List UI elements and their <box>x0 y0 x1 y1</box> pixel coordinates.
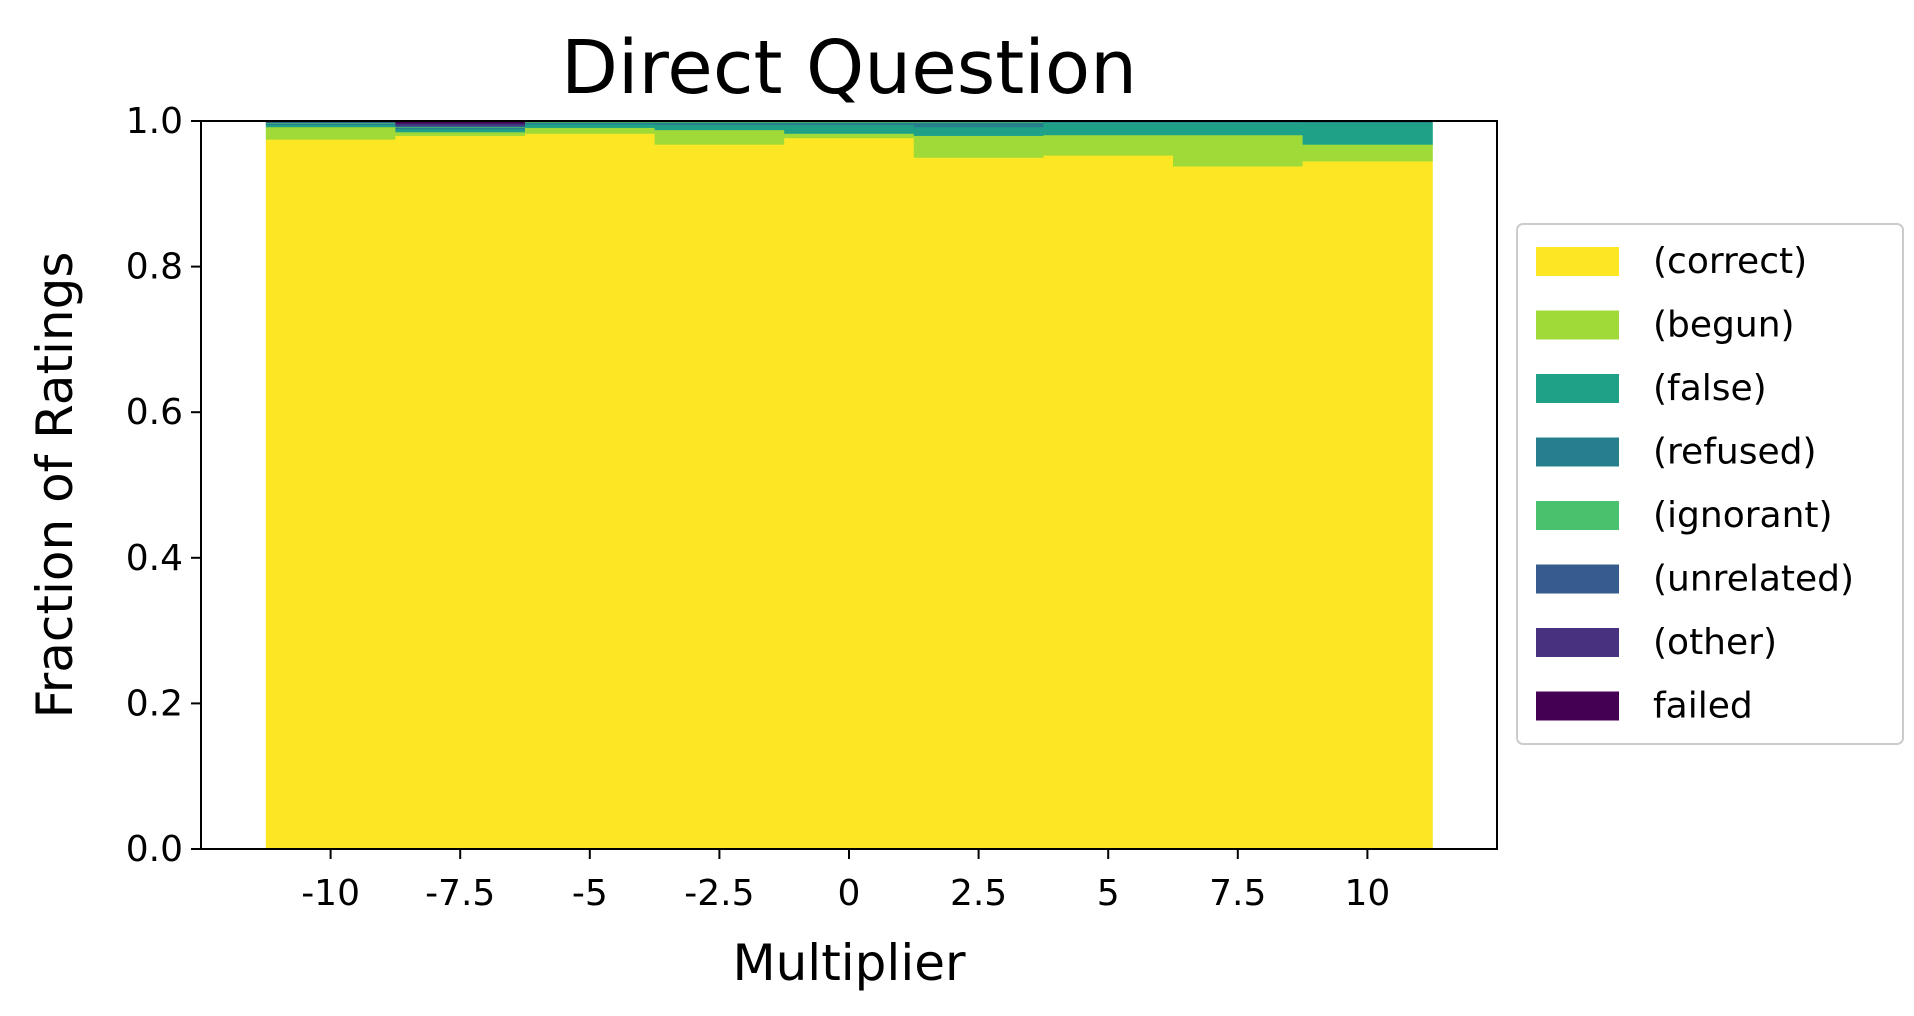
bar-segment-1-7 <box>1173 134 1304 167</box>
legend-swatch <box>1536 628 1619 657</box>
bar-segment-5-0 <box>265 121 396 123</box>
bar-segment-0-4 <box>784 137 915 850</box>
y-tick-label: 0.0 <box>126 829 183 870</box>
bar-segment-3-6 <box>1043 121 1174 123</box>
y-tick-label: 1.0 <box>126 101 183 142</box>
legend-swatch <box>1536 247 1619 276</box>
legend-label: (unrelated) <box>1653 559 1854 600</box>
legend-swatch <box>1536 691 1619 721</box>
bar-segment-1-8 <box>1302 144 1433 162</box>
bar-segment-2-8 <box>1302 122 1433 145</box>
legend-label: failed <box>1653 686 1753 727</box>
bar-segment-2-1 <box>395 129 526 133</box>
legend-swatch <box>1536 374 1619 403</box>
bar-segment-0-2 <box>525 133 656 850</box>
legend-label: (false) <box>1653 368 1767 409</box>
y-tick-label: 0.2 <box>126 683 183 724</box>
legend-swatch <box>1536 564 1619 594</box>
legend-swatch <box>1536 437 1619 467</box>
y-tick-label: 0.8 <box>126 247 183 288</box>
bar-segment-2-7 <box>1173 122 1304 136</box>
bar-segment-4-4 <box>784 121 915 123</box>
bar-segment-3-4 <box>784 122 915 126</box>
x-tick-label: -7.5 <box>425 873 495 914</box>
legend-swatch <box>1536 501 1619 530</box>
legend-label: (refused) <box>1653 432 1817 473</box>
bar-segment-2-6 <box>1043 122 1174 136</box>
bar-segment-0-0 <box>265 139 396 850</box>
x-tick-label: 2.5 <box>950 873 1007 914</box>
legend-label: (ignorant) <box>1653 495 1833 536</box>
x-tick-label: 10 <box>1344 873 1390 914</box>
x-tick-label: -10 <box>301 873 360 914</box>
bar-segment-3-5 <box>913 122 1044 128</box>
bar-segment-2-0 <box>265 124 396 128</box>
bar-segment-3-0 <box>265 123 396 126</box>
bar-segment-7-1 <box>395 121 526 124</box>
bar-segment-1-2 <box>525 127 656 134</box>
legend-label: (begun) <box>1653 305 1795 346</box>
bar-segment-4-1 <box>395 126 526 128</box>
bar-segment-0-3 <box>654 144 785 850</box>
bar-segment-1-1 <box>395 131 526 136</box>
bar-segment-5-1 <box>395 125 526 128</box>
bar-segment-1-0 <box>265 126 396 140</box>
bar-segment-3-1 <box>395 127 526 130</box>
bar-segment-0-7 <box>1173 166 1304 850</box>
y-axis-label: Fraction of Ratings <box>26 252 84 719</box>
bar-segment-3-2 <box>525 122 656 125</box>
bar-segment-4-0 <box>265 122 396 124</box>
bar-segment-0-1 <box>395 135 526 850</box>
x-tick-label: -5 <box>572 873 608 914</box>
bar-segment-3-3 <box>654 122 785 126</box>
legend: (correct) (begun) (false) (refused) (ignoran… <box>1516 223 1904 745</box>
bar-segment-1-5 <box>913 135 1044 158</box>
bar-segment-2-4 <box>784 124 915 134</box>
bar-segment-0-5 <box>913 157 1044 850</box>
bar-segment-1-3 <box>654 129 785 145</box>
bar-segment-6-1 <box>395 123 526 126</box>
bar-segment-2-2 <box>525 123 656 128</box>
bar-segment-4-5 <box>913 121 1044 123</box>
x-tick-label: 5 <box>1097 873 1120 914</box>
x-axis: -10 -7.5 -5 -2.5 0 2.5 5 7.5 10 <box>301 849 1390 914</box>
y-tick-label: 0.6 <box>126 392 183 433</box>
legend-label: (correct) <box>1653 241 1807 282</box>
bar-segment-2-5 <box>913 126 1044 136</box>
bar-segment-4-3 <box>654 121 785 123</box>
bar-segment-0-8 <box>1302 161 1433 850</box>
bar-segment-0-6 <box>1043 155 1174 850</box>
y-axis: 0.0 0.2 0.4 0.6 0.8 1.0 <box>126 101 201 870</box>
bar-segment-1-6 <box>1043 134 1174 156</box>
legend-swatch <box>1536 310 1619 340</box>
y-tick-label: 0.4 <box>126 538 183 579</box>
bar-segment-3-7 <box>1173 121 1304 123</box>
bar-segment-2-3 <box>654 124 785 131</box>
x-axis-label: Multiplier <box>732 934 966 992</box>
legend-frame <box>1516 223 1904 745</box>
x-tick-label: -2.5 <box>684 873 754 914</box>
legend-label: (other) <box>1653 622 1777 663</box>
bar-segment-1-4 <box>784 133 915 139</box>
x-tick-label: 7.5 <box>1209 873 1266 914</box>
chart-title: Direct Question <box>561 25 1137 111</box>
bars-layer <box>265 121 1433 850</box>
bar-segment-4-2 <box>525 121 656 123</box>
x-tick-label: 0 <box>838 873 861 914</box>
